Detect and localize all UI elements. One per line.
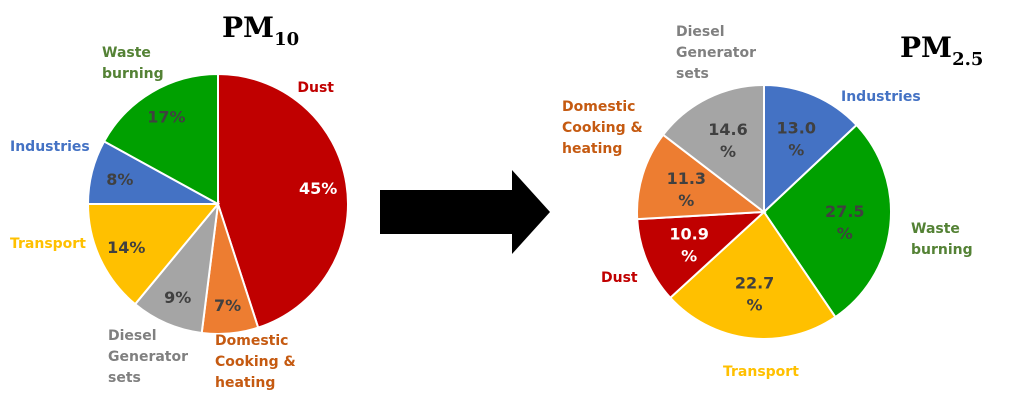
pm10-value-label-diesel-generator-sets: 9%: [164, 288, 191, 307]
pm25-value-label-industries: 13.0%: [777, 118, 816, 159]
pm10-category-label-transport: Transport: [10, 236, 86, 252]
pm25-slice-waste-burning: [762, 123, 892, 319]
pm10-category-label-diesel-generator-sets: Diesel Generator sets: [108, 328, 188, 386]
pm10-category-label-waste-burning: Waste burning: [102, 45, 164, 82]
pm25-category-label-dust: Dust: [601, 270, 638, 286]
pm25-value-label-diesel-generator-sets: 14.6%: [708, 120, 747, 161]
pm10-value-label-industries: 8%: [106, 170, 133, 189]
pm25-slice-industries: [763, 83, 858, 215]
pm25-category-label-domestic-cooking-heating: Domestic Cooking & heating: [562, 99, 643, 157]
right-arrow-icon: [380, 170, 550, 254]
pm10-pie-labels: 45% Dust 7% Domestic Cooking & heating 9% Diese…: [10, 45, 337, 391]
pm25-pie-labels: 13.0 % Industries 27.5% Waste burning 22.7 % Tra…: [562, 24, 973, 380]
pm25-value-label-domestic-cooking-heating: 11.3%: [667, 169, 706, 210]
pm25-category-label-industries: Industries: [841, 89, 921, 105]
pm10-value-label-transport: 14%: [107, 238, 145, 257]
pm25-slice-dust: [636, 210, 767, 300]
pm25-slice-domestic-cooking-heating: [636, 133, 767, 221]
pm10-slice-transport: [86, 203, 221, 306]
pm10-value-label-domestic-cooking-heating: 7%: [214, 296, 241, 315]
pm25-value-label-dust: 10.9%: [669, 225, 708, 266]
pm25-slice-transport: [668, 210, 837, 340]
pm10-value-label-dust: 45%: [299, 179, 337, 198]
pm10-slice-dust: [217, 72, 349, 329]
pm10-pie-slices: [86, 72, 349, 335]
pm25-title: PM2.5: [900, 31, 983, 70]
pm25-category-label-transport: Transport: [723, 364, 799, 380]
pm25-category-label-diesel-generator-sets: Diesel Generator sets: [676, 24, 756, 82]
pm10-title: PM10: [222, 11, 299, 50]
pm25-value-label-waste-burning: 27.5%: [825, 202, 864, 243]
pm10-slice-waste-burning: [102, 72, 219, 206]
pm10-value-label-waste-burning: 17%: [147, 108, 185, 127]
pm10-category-label-dust: Dust: [297, 80, 334, 96]
pm10-category-label-industries: Industries: [10, 139, 90, 155]
pm10-category-label-domestic-cooking-heating: Domestic Cooking & heating: [215, 333, 296, 391]
pm25-value-label-transport: 22.7%: [735, 274, 774, 315]
pm25-pie-slices: [636, 83, 892, 340]
pm25-slice-diesel-generator-sets: [661, 83, 765, 215]
pm25-category-label-waste-burning: Waste burning: [911, 221, 973, 258]
